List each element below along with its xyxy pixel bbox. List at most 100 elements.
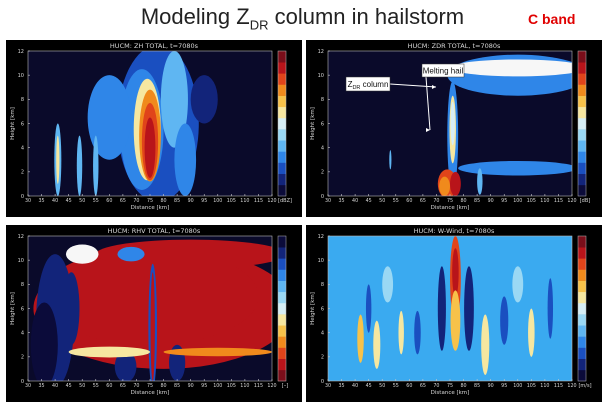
x-tick-label: 30 [25, 198, 31, 204]
field-region [464, 266, 474, 351]
colorbar-segment [578, 347, 586, 359]
x-tick-label: 85 [474, 383, 480, 389]
x-tick-label: 100 [213, 198, 222, 204]
colorbar-segment [278, 269, 286, 281]
y-tick-label: 6 [21, 306, 24, 312]
colorbar-segment [278, 106, 286, 119]
x-tick-label: 90 [488, 383, 494, 389]
colorbar-segment [578, 314, 586, 326]
x-tick-label: 75 [447, 383, 453, 389]
y-tick-label: 8 [321, 282, 324, 288]
colorbar-segment [278, 325, 286, 337]
colorbar-segment [578, 62, 586, 74]
field-region [477, 168, 483, 195]
y-tick-label: 2 [21, 355, 24, 361]
colorbar-segment [278, 236, 286, 248]
x-tick-label: 120 [267, 198, 276, 204]
x-axis-label: Distance [km] [131, 390, 170, 396]
colorbar-segment [578, 280, 586, 293]
y-axis-label: Height [km] [310, 107, 316, 140]
x-tick-label: 30 [325, 198, 331, 204]
x-tick-label: 45 [366, 383, 372, 389]
y-tick-label: 12 [318, 234, 324, 240]
colorbar-segment [578, 84, 586, 96]
colorbar-segment [278, 184, 286, 197]
x-tick-label: 100 [513, 198, 522, 204]
x-tick-label: 30 [25, 383, 31, 389]
x-tick-label: 40 [52, 198, 58, 204]
x-tick-label: 65 [120, 198, 126, 204]
colorbar-segment [578, 51, 586, 63]
colorbar-segment [278, 347, 286, 359]
x-tick-label: 60 [406, 383, 412, 389]
field-region [174, 123, 197, 196]
annotation-arrowhead [426, 128, 430, 132]
x-tick-label: 35 [339, 383, 345, 389]
colorbar-segment [278, 280, 286, 293]
x-tick-label: 120 [267, 383, 276, 389]
y-tick-label: 8 [21, 282, 24, 288]
rhv-panel: HUCM: RHV TOTAL, t=7080s 30 35 40 45 50 55 60 65… [6, 225, 302, 402]
field-region [528, 308, 535, 357]
x-tick-label: 105 [527, 198, 536, 204]
x-tick-label: 70 [433, 198, 439, 204]
field-region [389, 150, 392, 170]
y-tick-label: 6 [321, 121, 324, 127]
field-region [450, 290, 461, 351]
colorbar-segment [578, 106, 586, 119]
colorbar-segment [278, 302, 286, 315]
field-layer [28, 236, 272, 381]
colorbar-segment [578, 73, 586, 85]
x-tick-label: 65 [120, 383, 126, 389]
y-tick-label: 4 [321, 330, 324, 336]
colorbar-segment [578, 162, 586, 174]
x-tick-label: 50 [379, 383, 385, 389]
colorbar-segment [278, 62, 286, 74]
wwind-panel: HUCM: W-Wind, t=7080s 30 35 40 45 50 55 60 65 70 7… [306, 225, 602, 402]
x-tick-label: 50 [379, 198, 385, 204]
field-region [30, 302, 58, 381]
y-tick-label: 8 [321, 97, 324, 103]
colorbar-frame [277, 50, 287, 197]
y-axis-label: Height [km] [10, 292, 16, 325]
colorbar-segment [578, 140, 586, 152]
annotation-arrowhead [432, 85, 436, 89]
x-tick-label: 40 [52, 383, 58, 389]
colorbar-unit: [–] [282, 383, 288, 389]
x-tick-label: 85 [174, 198, 180, 204]
colorbar-segment [578, 358, 586, 371]
x-axis-label: Distance [km] [131, 205, 170, 211]
colorbar-segment [278, 369, 286, 382]
band-badge: C band [528, 11, 576, 27]
colorbar-segment [578, 269, 586, 281]
x-tick-label: 95 [501, 198, 507, 204]
colorbar-segment [278, 117, 286, 130]
x-tick-label: 60 [406, 198, 412, 204]
y-tick-label: 4 [21, 330, 24, 336]
zdr-panel: HUCM: ZDR TOTAL, t=7080s 30 35 40 45 50 55 60 65… [306, 40, 602, 217]
colorbar-segment [278, 314, 286, 326]
x-tick-label: 90 [188, 383, 194, 389]
x-tick-label: 120 [567, 198, 576, 204]
field-region [114, 350, 137, 381]
x-tick-label: 115 [554, 198, 563, 204]
plot-background [328, 236, 572, 381]
field-region [76, 135, 83, 196]
y-tick-label: 0 [21, 194, 24, 200]
x-tick-label: 80 [161, 383, 167, 389]
colorbar-frame [277, 235, 287, 382]
y-tick-label: 4 [321, 145, 324, 151]
y-tick-label: 10 [18, 258, 24, 264]
y-tick-label: 0 [21, 379, 24, 385]
x-tick-label: 105 [527, 383, 536, 389]
y-tick-label: 12 [318, 49, 324, 55]
field-region [365, 284, 372, 333]
field-region [481, 314, 490, 375]
colorbar-segment [578, 129, 586, 141]
colorbar-segment [578, 258, 586, 270]
colorbar-segment [278, 84, 286, 96]
x-tick-label: 50 [79, 198, 85, 204]
x-tick-label: 90 [188, 198, 194, 204]
colorbar-segment [578, 95, 586, 108]
